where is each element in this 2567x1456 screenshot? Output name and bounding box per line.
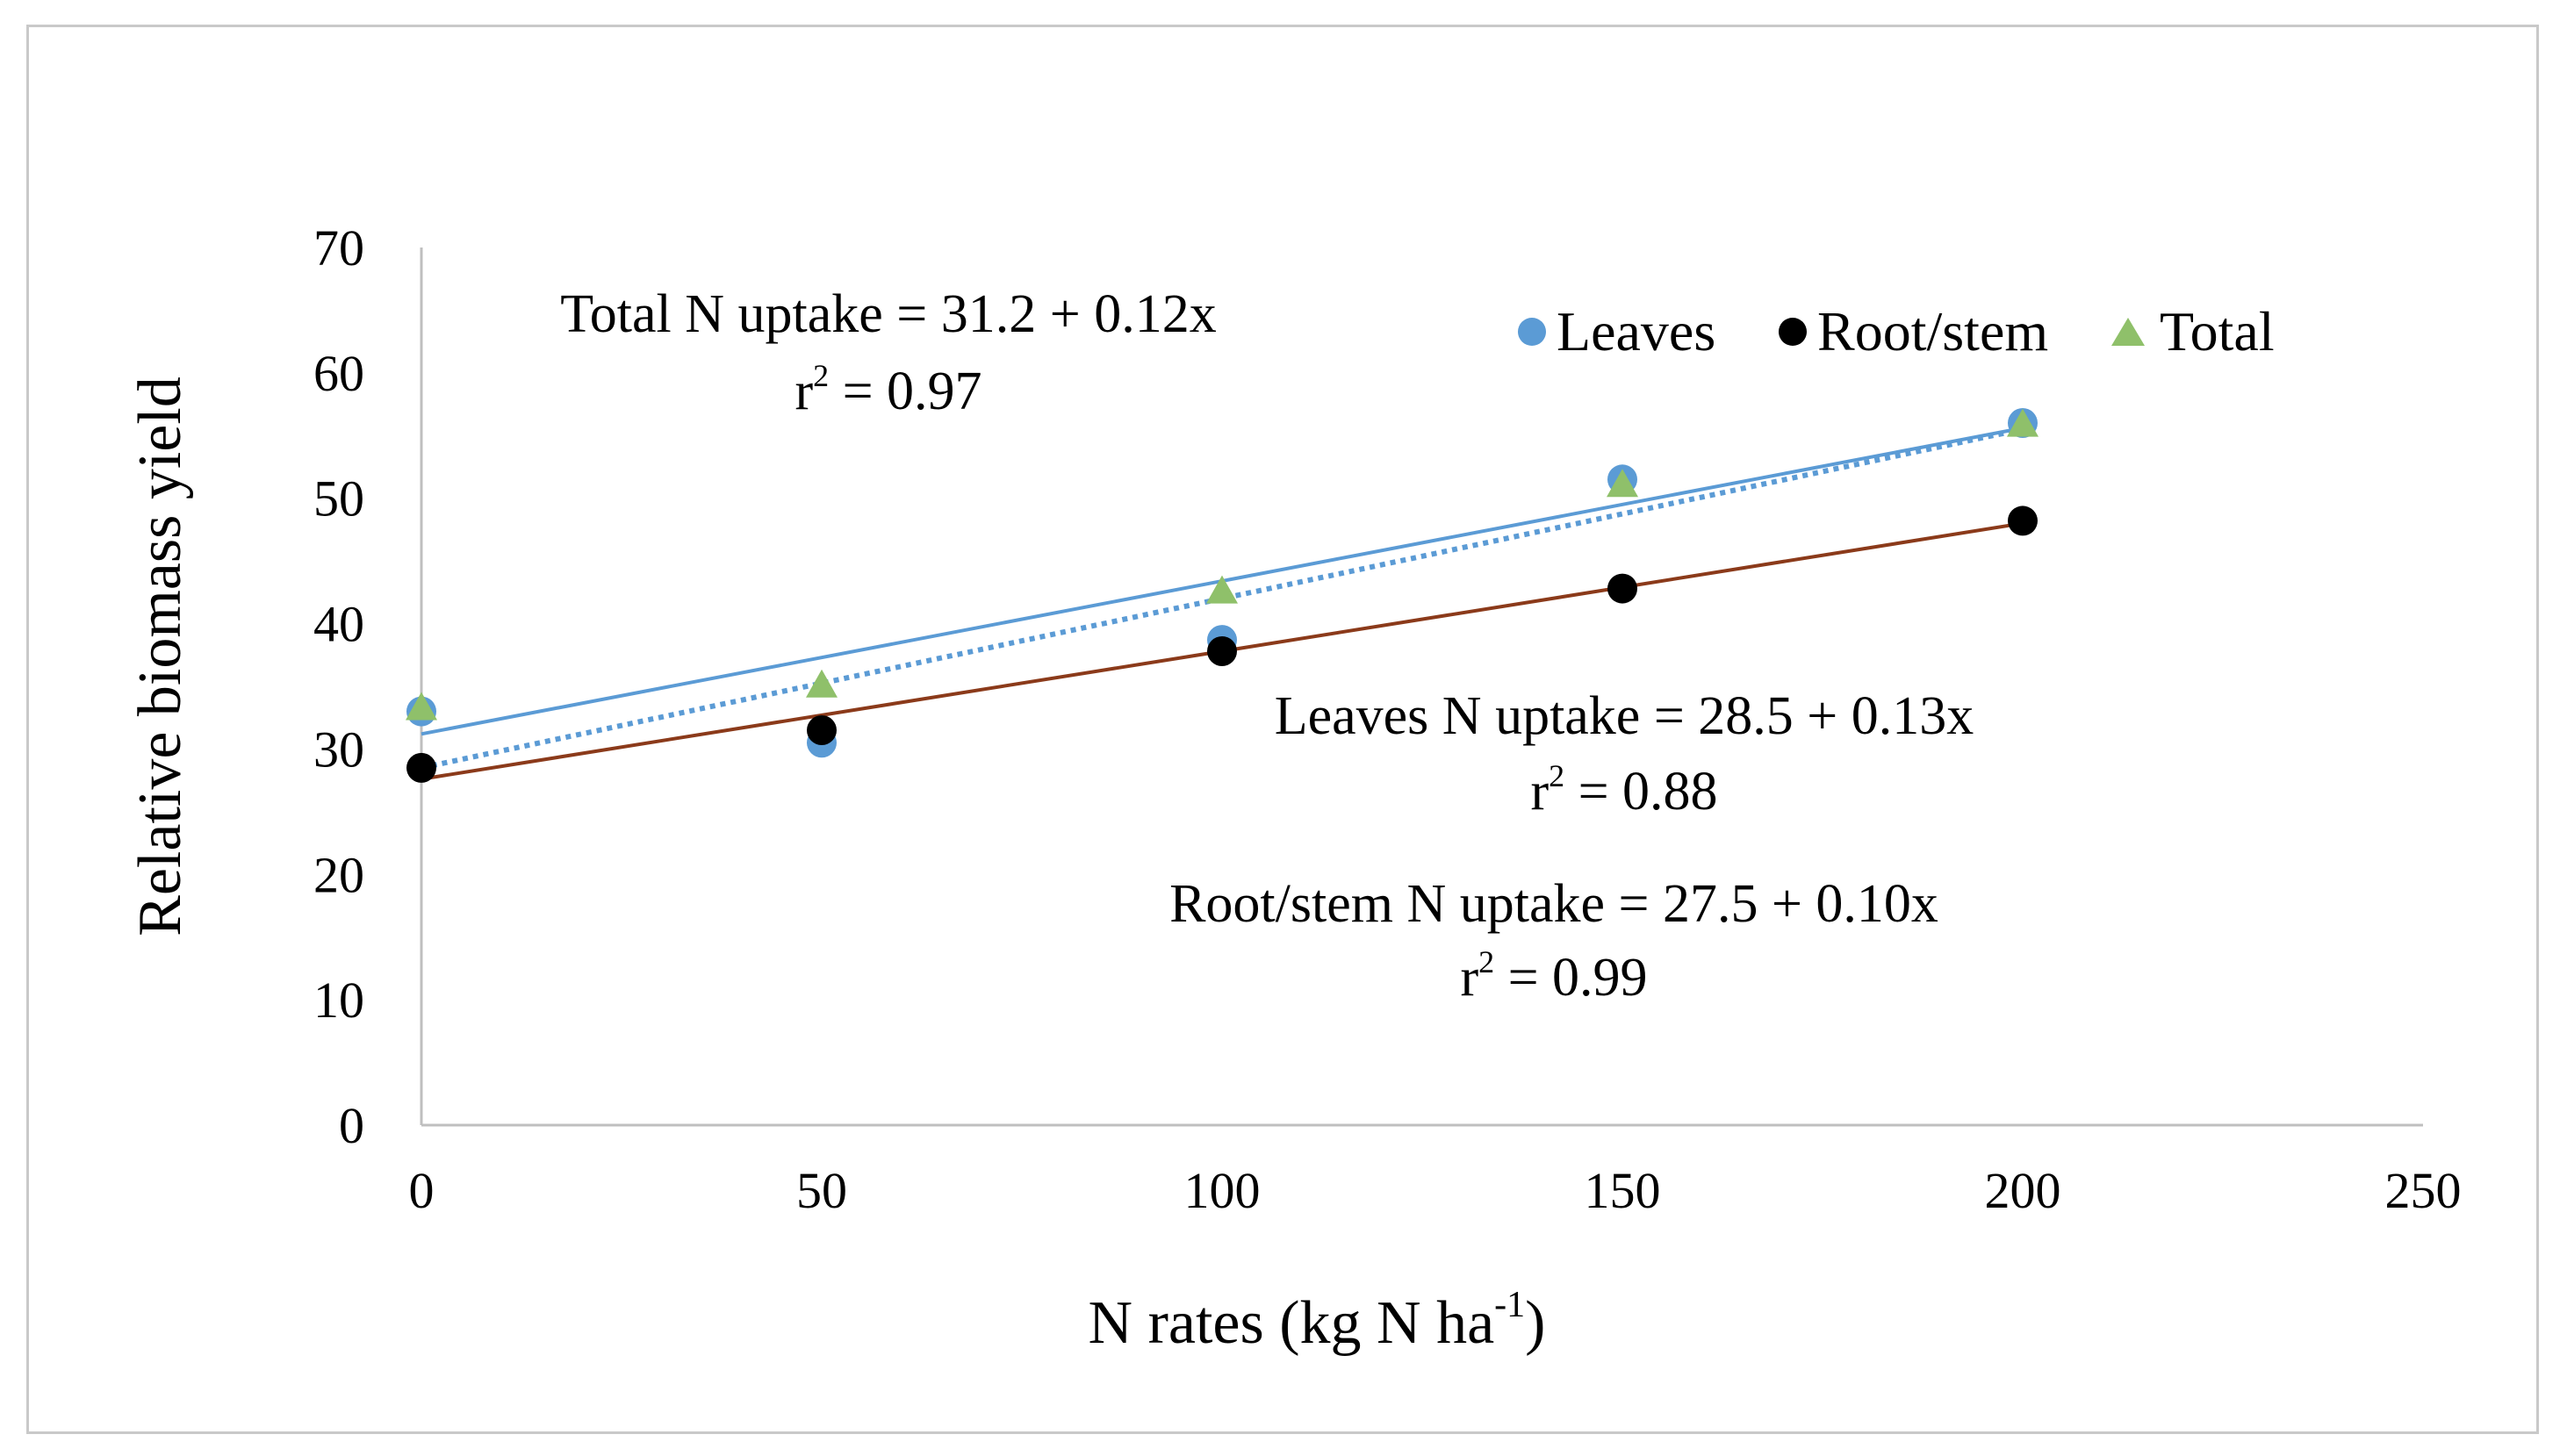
total-point	[1206, 575, 1238, 604]
y-tick-label: 10	[313, 972, 364, 1029]
total-point	[1607, 469, 1638, 498]
leaves-equation: Leaves N uptake = 28.5 + 0.13x	[1275, 686, 1974, 746]
rootstem-point	[1207, 636, 1237, 666]
leaves-r-squared: r2 = 0.88	[1530, 758, 1717, 821]
x-tick-label: 100	[1184, 1162, 1261, 1219]
root-r-squared: r2 = 0.99	[1460, 944, 1647, 1008]
total-point	[406, 692, 437, 721]
x-tick-label: 150	[1585, 1162, 1661, 1219]
total-trendline	[421, 427, 2024, 771]
rootstem-point	[406, 752, 436, 783]
legend-rootstem-marker	[1779, 318, 1807, 346]
x-tick-label: 200	[1985, 1162, 2061, 1219]
y-tick-label: 0	[339, 1097, 364, 1154]
x-tick-label: 0	[409, 1162, 435, 1219]
legend: Leaves Root/stem Total	[1518, 300, 2275, 362]
y-axis-label: Relative biomass yield	[126, 377, 194, 936]
y-tick-label: 50	[313, 470, 364, 527]
legend-leaves-marker	[1518, 318, 1546, 346]
rootstem-point	[1607, 573, 1637, 604]
x-tick-label: 50	[796, 1162, 847, 1219]
legend-rootstem-label: Root/stem	[1817, 300, 2048, 362]
y-tick-label: 20	[313, 846, 364, 903]
total-point	[806, 669, 838, 698]
total-equation: Total N uptake = 31.2 + 0.12x	[560, 284, 1216, 344]
y-tick-label: 30	[313, 721, 364, 778]
y-tick-label: 60	[313, 345, 364, 402]
x-axis-label: N rates (kg N ha-1)	[1089, 1285, 1546, 1357]
root-equation: Root/stem N uptake = 27.5 + 0.10x	[1169, 874, 1938, 934]
rootstem-point	[807, 715, 837, 745]
y-tick-label: 40	[313, 596, 364, 653]
legend-total-marker	[2111, 318, 2145, 346]
rootstem-point	[2008, 506, 2038, 536]
legend-leaves-label: Leaves	[1557, 300, 1715, 362]
y-tick-label: 70	[313, 219, 364, 276]
x-tick-label: 250	[2385, 1162, 2462, 1219]
total-r-squared: r2 = 0.97	[795, 358, 982, 421]
legend-total-label: Total	[2160, 300, 2275, 362]
total-point	[2007, 408, 2038, 437]
